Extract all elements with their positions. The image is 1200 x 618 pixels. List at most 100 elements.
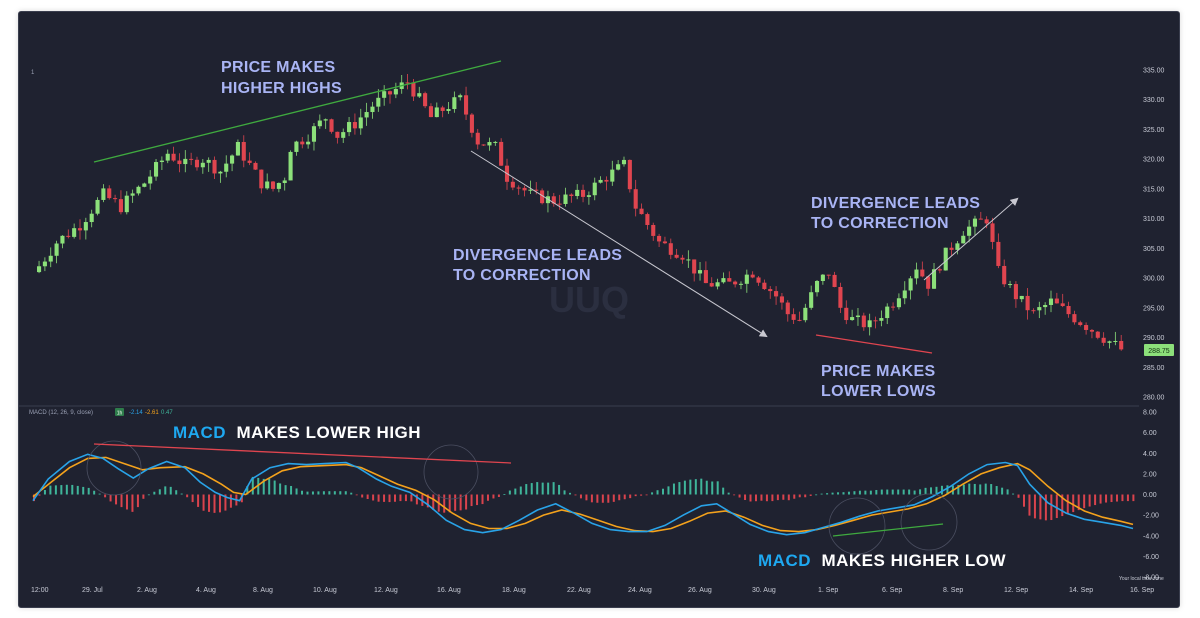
- candle-body: [230, 155, 235, 164]
- histogram-bar: [869, 490, 872, 495]
- time-axis: 12:00 29. Jul 2. Aug 4. Aug 8. Aug 10. Aug 12.…: [31, 587, 1154, 594]
- candle-body: [931, 269, 937, 289]
- time-tick-label: 1. Sep: [818, 587, 838, 594]
- histogram-bar: [694, 479, 697, 495]
- histogram-bar: [858, 490, 861, 495]
- candle-body: [779, 296, 784, 303]
- macd-tick-label: 2.00: [1143, 471, 1157, 478]
- candle-body: [130, 193, 135, 196]
- divergence-2-line-2: TO CORRECTION: [811, 215, 949, 232]
- candle-body: [1002, 265, 1007, 285]
- candle-body: [218, 171, 223, 174]
- price-tick-label: 300.00: [1143, 276, 1165, 283]
- candle-body: [557, 203, 562, 205]
- histogram-bar: [1044, 494, 1047, 521]
- histogram-bar: [651, 492, 654, 495]
- histogram-bar: [76, 485, 79, 495]
- histogram-bar: [131, 494, 134, 512]
- candle-body: [1048, 298, 1054, 305]
- candle-body: [674, 254, 679, 258]
- lower-lows-annotation: PRICE MAKES LOWER LOWS: [821, 363, 936, 400]
- candle-body: [341, 132, 346, 138]
- histogram-bar: [585, 494, 588, 501]
- histogram-bar: [733, 494, 736, 496]
- candle-body: [434, 107, 439, 118]
- histogram-bar: [831, 492, 834, 495]
- histogram-bar: [1072, 494, 1075, 513]
- histogram-bar: [1055, 494, 1058, 519]
- histogram-bar: [787, 494, 790, 501]
- makes-higher-low: MAKES HIGHER LOW: [821, 551, 1006, 570]
- candle-body: [1089, 329, 1094, 332]
- higher-highs-line-2: HIGHER HIGHS: [221, 80, 342, 97]
- histogram-bar: [946, 485, 949, 495]
- histogram-bar: [793, 494, 796, 499]
- candle-body: [48, 255, 53, 262]
- histogram-bar: [246, 486, 249, 495]
- time-tick-label: 4. Aug: [196, 587, 216, 594]
- candle-body: [212, 159, 217, 174]
- candle-body: [382, 91, 387, 98]
- candle-body: [370, 106, 375, 113]
- chart-frame: 1 UUQ 335.00 330.00 325.00 320.00 315.00 310.…: [18, 11, 1180, 608]
- histogram-bar: [454, 494, 457, 511]
- candle-body: [1119, 340, 1124, 350]
- candle-body: [610, 169, 615, 182]
- candle-body: [423, 93, 428, 107]
- histogram-bar: [979, 484, 982, 495]
- timezone-note: Your local time zone: [1119, 576, 1164, 582]
- candle-body: [60, 235, 65, 244]
- candle-body: [294, 141, 299, 152]
- candle-body: [926, 276, 931, 289]
- macd-legend: MACD (12, 26, 9, close) 1h -2.14 -2.61 0…: [29, 408, 173, 417]
- candle-body: [575, 189, 580, 197]
- histogram-bar: [366, 494, 369, 500]
- histogram-bar: [667, 486, 670, 495]
- candle-body: [668, 243, 673, 255]
- time-tick-label: 29. Jul: [82, 587, 103, 594]
- histogram-bar: [93, 490, 96, 495]
- candle-body: [534, 189, 539, 191]
- candle-body: [645, 214, 650, 225]
- candle-body: [200, 162, 205, 168]
- histogram-bar: [765, 494, 768, 502]
- lower-lows-line-2: LOWER LOWS: [821, 383, 936, 400]
- candle-body: [697, 270, 703, 274]
- macd-axis: 8.00 6.00 4.00 2.00 0.00 -2.00 -4.00 -6.00 -8.00: [1143, 410, 1159, 582]
- histogram-bar: [410, 494, 413, 502]
- macd-tick-label: -6.00: [1143, 554, 1159, 561]
- price-tick-label: 280.00: [1143, 395, 1165, 402]
- candle-body: [1084, 325, 1089, 330]
- histogram-bar: [678, 482, 681, 495]
- time-tick-label: 26. Aug: [688, 587, 712, 594]
- candle-body: [487, 142, 492, 146]
- price-tick-label: 310.00: [1143, 216, 1165, 223]
- macd-higher-low-annotation: MACD MAKES HIGHER LOW: [758, 551, 1007, 570]
- histogram-bar: [295, 488, 298, 495]
- histogram-bar: [262, 478, 265, 495]
- price-label-tag: 288.75: [1144, 344, 1174, 356]
- signal-line: [32, 456, 1134, 533]
- candle-body: [159, 160, 164, 163]
- candle-body: [850, 317, 855, 321]
- candle-body: [949, 247, 954, 250]
- candle-body: [1101, 337, 1106, 343]
- candle-body: [651, 224, 656, 236]
- candle-body: [1008, 284, 1013, 286]
- histogram-bar: [109, 494, 112, 502]
- candle-body: [657, 235, 662, 242]
- histogram-bar: [251, 476, 254, 495]
- histogram-bar: [104, 494, 107, 498]
- histogram-bar: [826, 493, 829, 495]
- candle-body: [1037, 307, 1042, 311]
- candle-body: [984, 219, 989, 224]
- histogram-bar: [886, 489, 889, 495]
- histogram-bar: [656, 490, 659, 495]
- histogram-bar: [1050, 494, 1053, 521]
- macd-lower-high-trendline: [93, 443, 512, 464]
- histogram-bar: [776, 494, 779, 501]
- candle-body: [627, 159, 632, 190]
- candle-body: [276, 183, 281, 189]
- histogram-bar: [536, 482, 539, 495]
- histogram-bar: [432, 494, 435, 511]
